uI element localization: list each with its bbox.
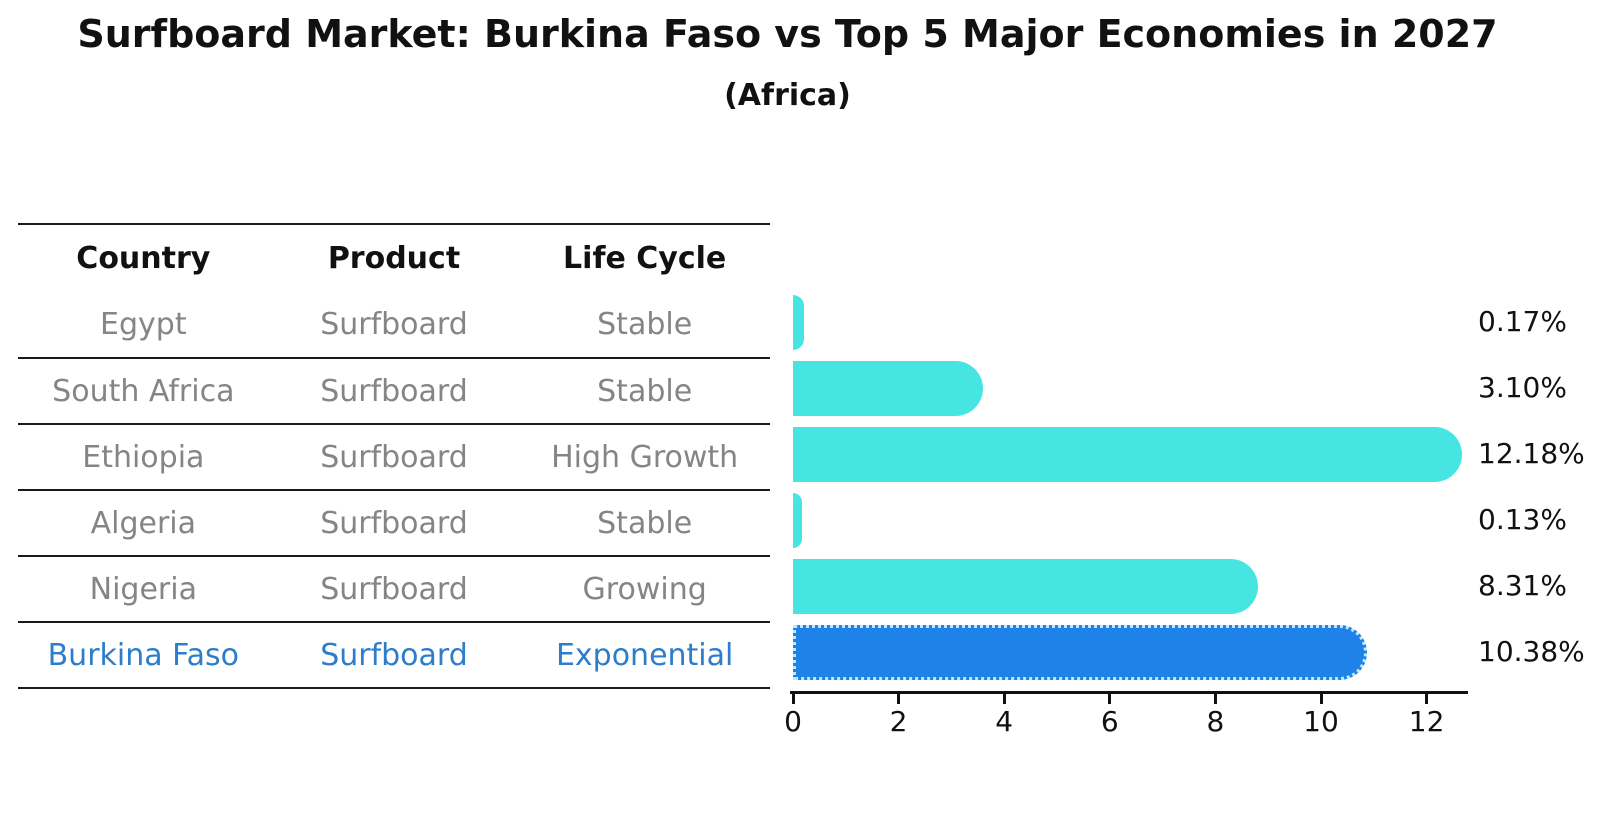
x-axis-line [790, 691, 1468, 694]
column-header-product: Product [327, 240, 461, 276]
x-tick-label: 2 [889, 705, 908, 738]
cell-country: Egypt [100, 306, 187, 342]
cell-life-cycle: Exponential [555, 637, 734, 673]
x-tick-label: 10 [1303, 705, 1339, 738]
title-block: Surfboard Market: Burkina Faso vs Top 5 … [0, 0, 1575, 113]
x-tick-mark [791, 691, 795, 704]
cell-product: Surfboard [320, 373, 468, 409]
cell-country: Ethiopia [82, 439, 205, 475]
value-label-burkina-faso: 10.38% [1478, 635, 1585, 668]
cell-country: Algeria [90, 505, 197, 541]
bar-south-africa [793, 361, 983, 416]
x-tick-mark [1108, 691, 1112, 704]
value-label-algeria: 0.13% [1478, 503, 1567, 536]
table-row-ethiopia: Ethiopia Surfboard High Growth [18, 423, 770, 489]
cell-product: Surfboard [320, 306, 468, 342]
table-body: Egypt Surfboard Stable South Africa Surfboar… [18, 291, 770, 687]
cell-life-cycle: Stable [597, 306, 693, 342]
x-tick-label: 6 [1100, 705, 1119, 738]
x-tick-label: 0 [784, 705, 802, 738]
value-label-nigeria: 8.31% [1478, 569, 1567, 602]
table-row-south-africa: South Africa Surfboard Stable [18, 357, 770, 423]
x-tick-mark [1213, 691, 1217, 704]
bar-burkina-faso [793, 625, 1367, 680]
cell-life-cycle: Growing [582, 571, 707, 607]
cell-product: Surfboard [320, 505, 468, 541]
x-tick-mark [1319, 691, 1323, 704]
cell-country: South Africa [52, 373, 235, 409]
table-row-egypt: Egypt Surfboard Stable [18, 291, 770, 357]
bar-algeria [793, 493, 802, 548]
table-row-algeria: Algeria Surfboard Stable [18, 489, 770, 555]
table-header-row: Country Product Life Cycle [18, 225, 770, 291]
cell-life-cycle: Stable [597, 505, 693, 541]
value-label-south-africa: 3.10% [1478, 371, 1567, 404]
bar-egypt [793, 295, 804, 350]
x-tick-label: 4 [995, 705, 1014, 738]
cell-country: Burkina Faso [47, 637, 240, 673]
x-tick-mark [897, 691, 901, 704]
bar-nigeria [793, 559, 1258, 614]
table-row-nigeria: Nigeria Surfboard Growing [18, 555, 770, 621]
cell-country: Nigeria [89, 571, 197, 607]
cell-product: Surfboard [320, 439, 468, 475]
chart-title: Surfboard Market: Burkina Faso vs Top 5 … [77, 12, 1498, 56]
value-label-egypt: 0.17% [1478, 305, 1567, 338]
table-row-burkina-faso: Burkina Faso Surfboard Exponential [18, 621, 770, 687]
chart-subtitle: (Africa) [724, 78, 851, 113]
cell-product: Surfboard [320, 637, 468, 673]
x-tick-mark [1002, 691, 1006, 704]
country-comparison-table: Country Product Life Cycle Egypt Surfboar… [18, 223, 770, 689]
column-header-country: Country [76, 240, 211, 276]
cell-life-cycle: Stable [597, 373, 693, 409]
bar-ethiopia [793, 427, 1462, 482]
x-tick-label: 12 [1408, 705, 1445, 738]
x-tick-label: 8 [1206, 705, 1225, 738]
value-label-ethiopia: 12.18% [1478, 437, 1585, 470]
cell-product: Surfboard [320, 571, 468, 607]
column-header-life-cycle: Life Cycle [563, 240, 727, 276]
x-tick-mark [1425, 691, 1429, 704]
cell-life-cycle: High Growth [551, 439, 739, 475]
